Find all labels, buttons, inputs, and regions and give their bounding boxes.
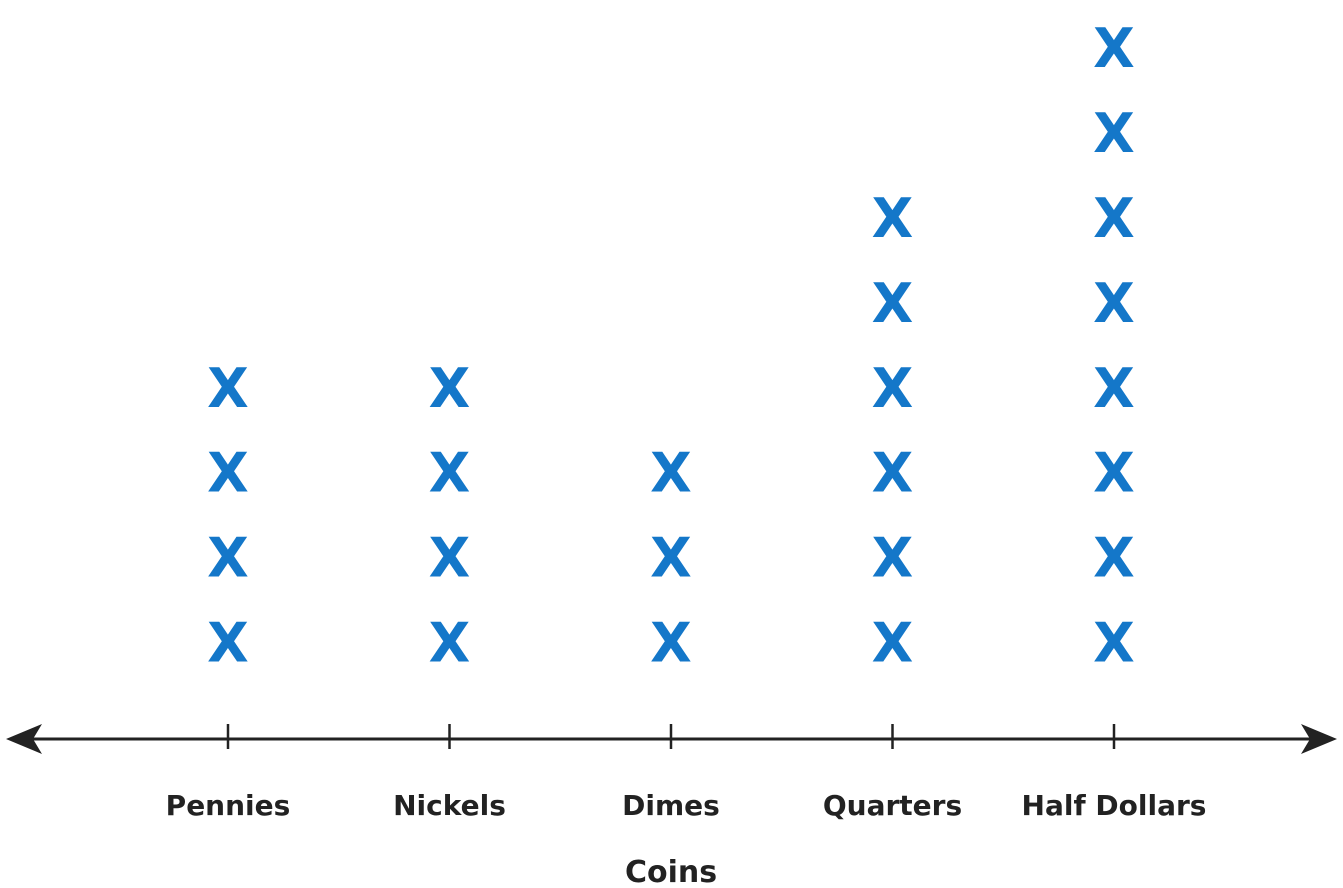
axis-arrow-left bbox=[6, 724, 42, 754]
mark-quarters-2: X bbox=[872, 527, 914, 590]
tick-label-pennies: Pennies bbox=[166, 789, 291, 822]
tick-label-dimes: Dimes bbox=[622, 789, 720, 822]
mark-half-dollars-8: X bbox=[1093, 17, 1135, 80]
mark-half-dollars-4: X bbox=[1093, 357, 1135, 420]
x-axis-title: Coins bbox=[625, 855, 717, 888]
mark-nickels-3: X bbox=[429, 442, 471, 505]
tick-label-half-dollars: Half Dollars bbox=[1022, 789, 1207, 822]
mark-pennies-4: X bbox=[207, 357, 249, 420]
mark-quarters-3: X bbox=[872, 442, 914, 505]
mark-half-dollars-5: X bbox=[1093, 272, 1135, 335]
tick-label-nickels: Nickels bbox=[393, 789, 506, 822]
x-axis: Pennies Nickels Dimes Quarters Half Dollars bbox=[6, 724, 1337, 822]
mark-nickels-4: X bbox=[429, 357, 471, 420]
mark-half-dollars-3: X bbox=[1093, 442, 1135, 505]
mark-quarters-6: X bbox=[872, 187, 914, 250]
mark-quarters-5: X bbox=[872, 272, 914, 335]
tick-label-quarters: Quarters bbox=[823, 789, 962, 822]
mark-quarters-1: X bbox=[872, 612, 914, 675]
mark-quarters-4: X bbox=[872, 357, 914, 420]
mark-dimes-3: X bbox=[650, 442, 692, 505]
mark-pennies-2: X bbox=[207, 527, 249, 590]
axis-ticks bbox=[226, 724, 1116, 749]
axis-arrow-right bbox=[1301, 724, 1337, 754]
mark-half-dollars-6: X bbox=[1093, 187, 1135, 250]
mark-dimes-2: X bbox=[650, 527, 692, 590]
mark-half-dollars-2: X bbox=[1093, 527, 1135, 590]
mark-dimes-1: X bbox=[650, 612, 692, 675]
mark-pennies-3: X bbox=[207, 442, 249, 505]
mark-nickels-2: X bbox=[429, 527, 471, 590]
mark-nickels-1: X bbox=[429, 612, 471, 675]
mark-half-dollars-7: X bbox=[1093, 102, 1135, 165]
mark-pennies-1: X bbox=[207, 612, 249, 675]
axis-tick-labels: Pennies Nickels Dimes Quarters Half Dollars bbox=[166, 789, 1207, 822]
mark-half-dollars-1: X bbox=[1093, 612, 1135, 675]
